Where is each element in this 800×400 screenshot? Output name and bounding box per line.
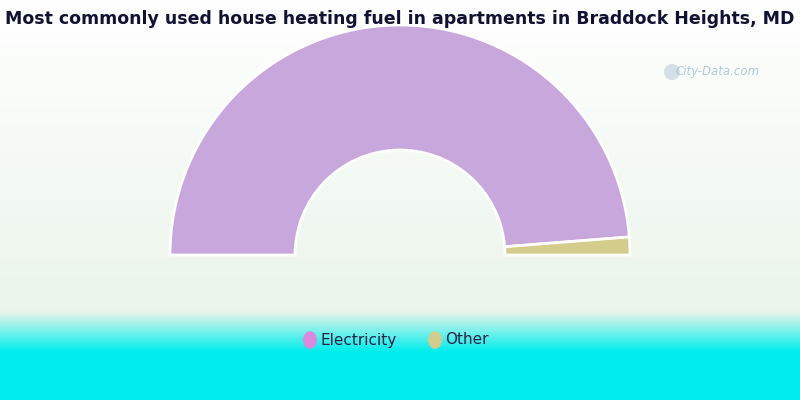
Text: Other: Other — [445, 332, 489, 348]
Wedge shape — [170, 25, 630, 255]
Text: Electricity: Electricity — [320, 332, 396, 348]
Circle shape — [664, 64, 680, 80]
Ellipse shape — [303, 332, 317, 348]
Ellipse shape — [429, 332, 442, 348]
Wedge shape — [505, 237, 630, 255]
Text: Most commonly used house heating fuel in apartments in Braddock Heights, MD: Most commonly used house heating fuel in… — [6, 10, 794, 28]
Text: City-Data.com: City-Data.com — [676, 66, 760, 78]
